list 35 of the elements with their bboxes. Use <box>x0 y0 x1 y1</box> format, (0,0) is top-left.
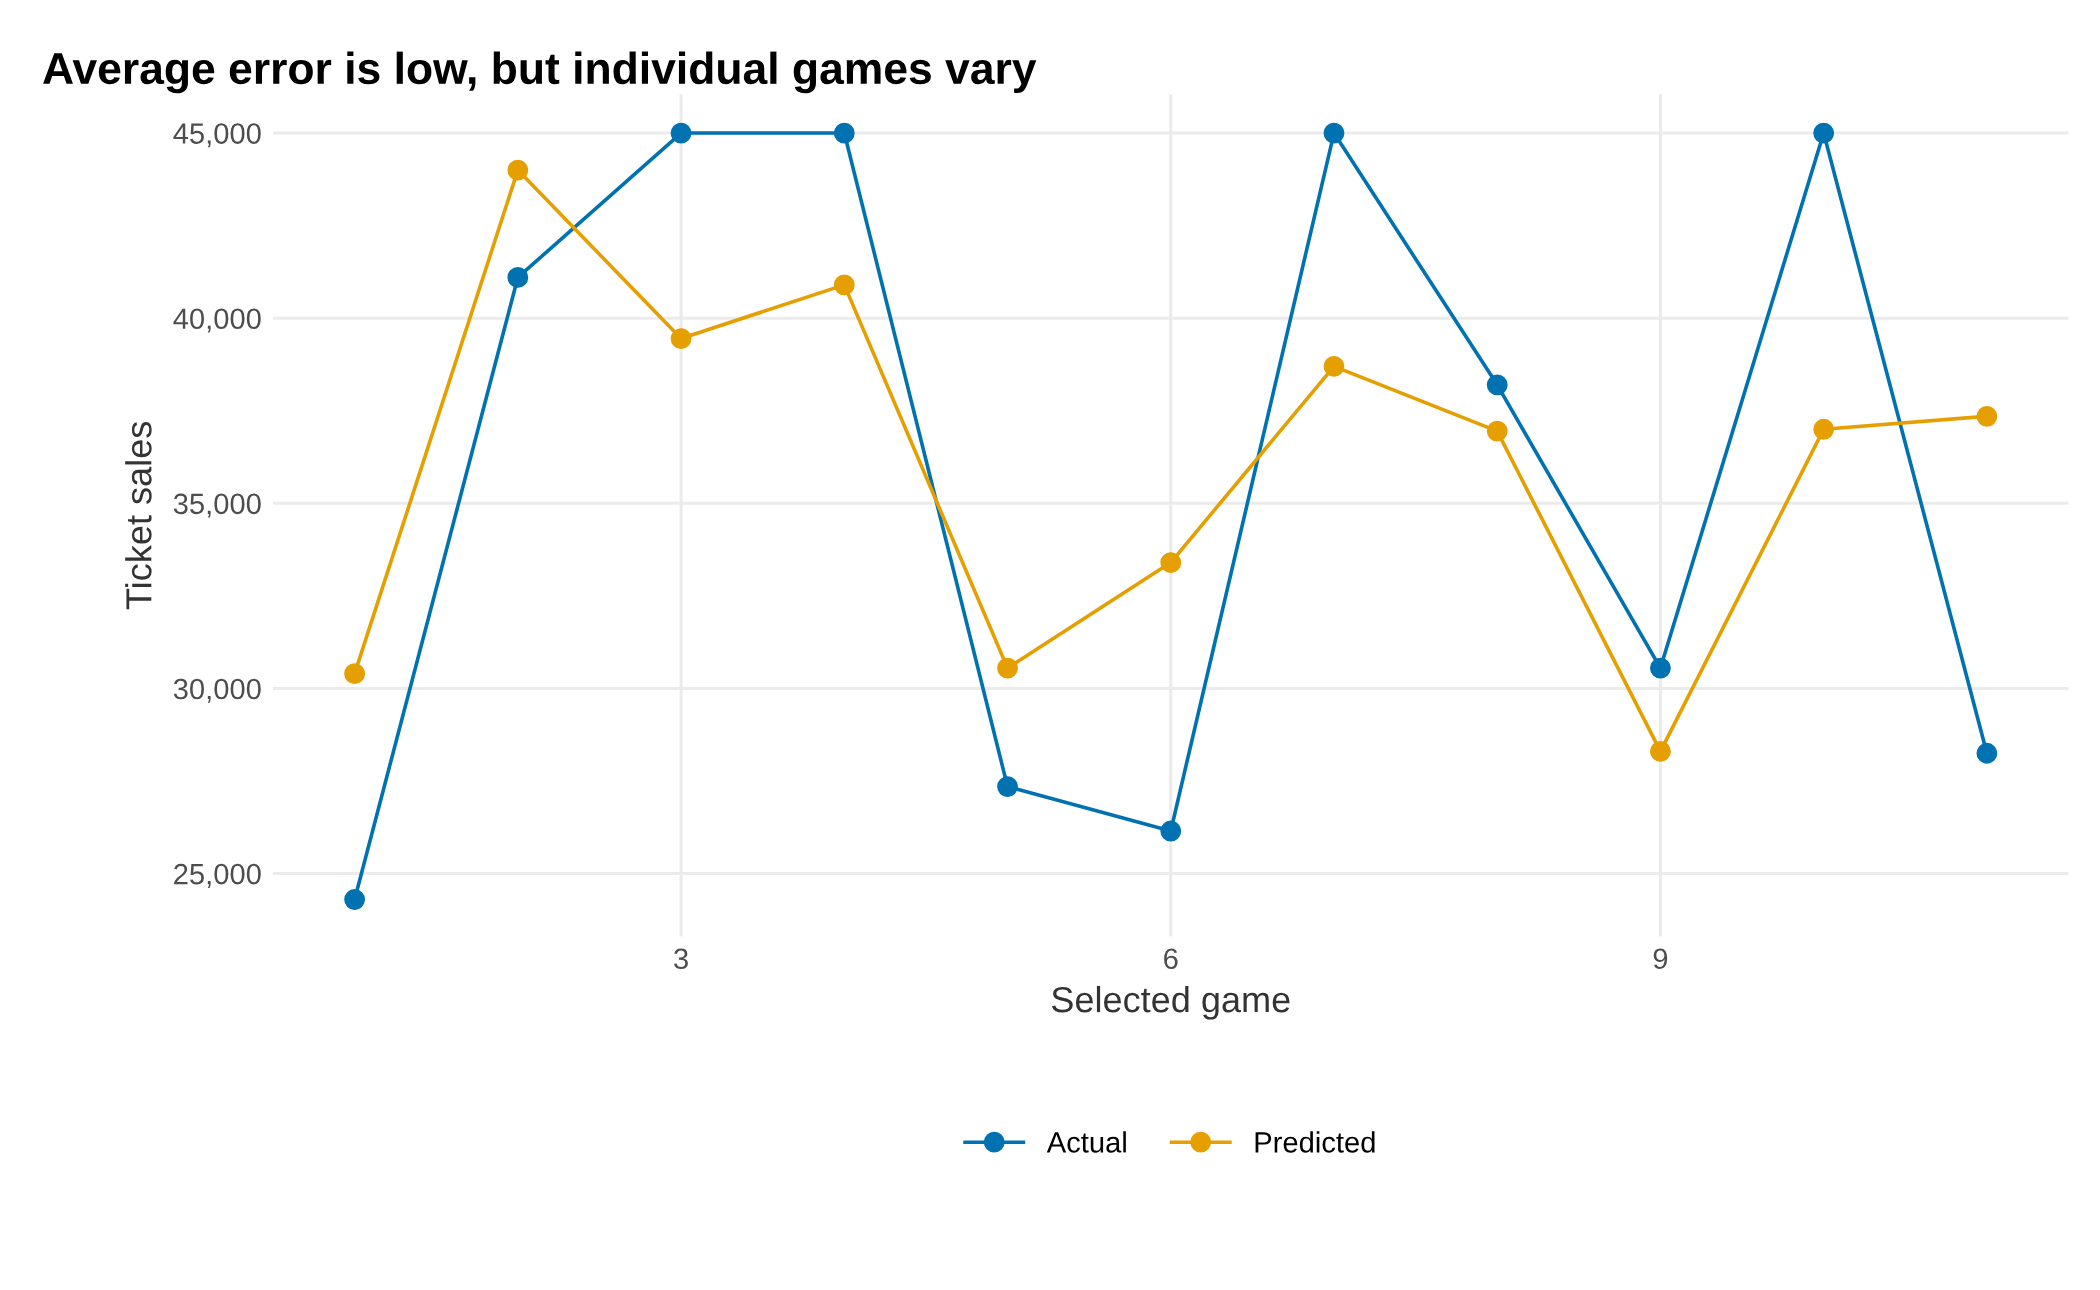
point <box>1323 122 1345 144</box>
chart-title: Average error is low, but individual games vary <box>43 51 1037 94</box>
point <box>1160 552 1182 573</box>
y-tick-label: 40,000 <box>173 308 261 333</box>
point <box>1160 820 1182 842</box>
point <box>670 122 692 144</box>
point <box>833 122 855 144</box>
point <box>507 159 529 181</box>
point <box>1813 418 1835 440</box>
point <box>1650 740 1671 762</box>
point <box>997 657 1018 679</box>
x-tick-label: 6 <box>1164 948 1178 970</box>
legend-label: Predicted <box>1255 1131 1375 1153</box>
legend-label: Actual <box>1046 1131 1126 1153</box>
point <box>833 274 855 296</box>
point <box>1813 122 1835 144</box>
y-axis-title: Ticket sales <box>125 422 152 610</box>
point <box>670 328 692 349</box>
point <box>1486 420 1508 442</box>
x-axis-title: Selected game <box>1051 985 1290 1020</box>
y-tick-label: 35,000 <box>173 493 261 518</box>
point <box>507 267 529 288</box>
point <box>1323 355 1345 377</box>
y-tick-label: 45,000 <box>173 123 261 148</box>
x-tick-label: 9 <box>1653 948 1668 970</box>
point <box>1976 742 1998 764</box>
y-tick-label: 30,000 <box>173 678 261 703</box>
point <box>997 776 1018 797</box>
point <box>1650 657 1671 679</box>
point <box>344 663 366 685</box>
point <box>344 889 366 910</box>
point <box>1486 374 1508 396</box>
y-tick-label: 25,000 <box>174 863 261 888</box>
x-tick-label: 3 <box>674 948 688 970</box>
point <box>1976 405 1998 427</box>
